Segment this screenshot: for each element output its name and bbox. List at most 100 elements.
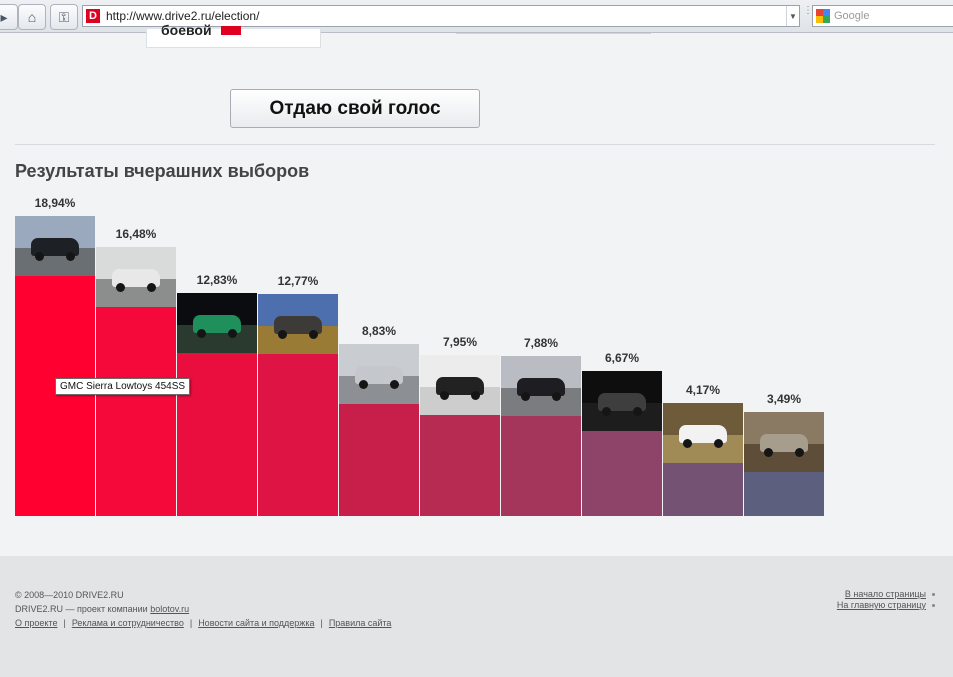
car-icon: [517, 378, 565, 396]
car-photo[interactable]: [339, 344, 419, 404]
home-page-item: На главную страницу: [837, 600, 935, 611]
car-photo[interactable]: [744, 412, 824, 472]
right-links: В начало страницы На главную страницу: [837, 589, 935, 611]
home-icon: ⌂: [27, 9, 37, 25]
footer-link-about[interactable]: О проекте: [15, 618, 58, 628]
link-separator: |: [63, 618, 66, 628]
footer-links: О проекте | Реклама и сотрудничество | Новос…: [15, 618, 391, 628]
search-input[interactable]: Google: [834, 10, 870, 22]
wheel-icon: [66, 252, 75, 261]
car-photo[interactable]: [177, 293, 257, 353]
home-button[interactable]: ⌂: [18, 4, 46, 30]
browser-toolbar: ▸ ⌂ ⚿ D http://www.drive2.ru/election/ ▼…: [0, 0, 953, 33]
wheel-icon: [35, 252, 44, 261]
car-photo[interactable]: [663, 403, 743, 463]
bar-column[interactable]: 18,94%: [15, 183, 95, 516]
bar: [582, 431, 662, 516]
car-photo[interactable]: [15, 216, 95, 276]
wheel-icon: [440, 391, 449, 400]
bar-column[interactable]: 7,95%: [420, 183, 500, 516]
wheel-icon: [116, 283, 125, 292]
bullet-icon: [932, 604, 935, 608]
company-link[interactable]: bolotov.ru: [150, 604, 190, 614]
top-card-text: боевой: [161, 22, 212, 38]
footer: © 2008—2010 DRIVE2.RU DRIVE2.RU — проект…: [0, 556, 953, 677]
percent-label: 8,83%: [361, 324, 397, 338]
address-input[interactable]: http://www.drive2.ru/election/: [106, 9, 260, 23]
percent-label: 12,83%: [196, 273, 238, 287]
results-title: Результаты вчерашних выборов: [15, 161, 310, 181]
bar-column[interactable]: 8,83%: [339, 183, 419, 516]
bar-column[interactable]: 12,83%: [177, 183, 257, 516]
top-card-badge: [221, 26, 241, 35]
address-bar[interactable]: D http://www.drive2.ru/election/ ▼: [82, 5, 800, 27]
forward-button[interactable]: ▸: [0, 4, 18, 30]
google-icon: [816, 9, 830, 23]
percent-label: 12,77%: [277, 274, 319, 288]
link-separator: |: [320, 618, 323, 628]
car-icon: [274, 316, 322, 334]
search-box[interactable]: Google: [812, 5, 953, 27]
car-icon: [112, 269, 160, 287]
bar: [15, 276, 95, 516]
bullet-icon: [932, 593, 935, 597]
results-chart: 18,94% 16,48% 12,83% 12,77% 8,83% 7,95% 7,88% 6…: [15, 183, 825, 516]
key-button[interactable]: ⚿: [50, 4, 78, 30]
wheel-icon: [278, 330, 287, 339]
bar: [663, 463, 743, 516]
car-icon: [436, 377, 484, 395]
percent-label: 16,48%: [115, 227, 157, 241]
wheel-icon: [309, 330, 318, 339]
bar-column[interactable]: 6,67%: [582, 183, 662, 516]
percent-label: 6,67%: [604, 351, 640, 365]
wheel-icon: [228, 329, 237, 338]
back-to-top-link[interactable]: В начало страницы: [844, 589, 926, 599]
home-page-link[interactable]: На главную страницу: [836, 600, 926, 610]
footer-link-ads[interactable]: Реклама и сотрудничество: [71, 618, 184, 628]
section-divider: [15, 144, 935, 145]
tooltip: GMC Sierra Lowtoys 454SS: [55, 378, 191, 395]
car-photo[interactable]: [501, 356, 581, 416]
car-photo[interactable]: [420, 355, 500, 415]
vote-button[interactable]: Отдаю свой голос: [230, 89, 480, 128]
footer-link-news[interactable]: Новости сайта и поддержка: [198, 618, 315, 628]
percent-label: 18,94%: [34, 196, 76, 210]
car-icon: [31, 238, 79, 256]
key-icon: ⚿: [58, 8, 70, 25]
wheel-icon: [197, 329, 206, 338]
company-line: DRIVE2.RU — проект компании bolotov.ru: [15, 604, 189, 614]
resize-grip-icon[interactable]: ⋮: [803, 5, 813, 16]
wheel-icon: [359, 380, 368, 389]
car-icon: [598, 393, 646, 411]
site-favicon-icon: D: [86, 9, 100, 23]
car-icon: [679, 425, 727, 443]
bar: [339, 404, 419, 516]
bar: [420, 415, 500, 516]
top-card[interactable]: боевой: [146, 22, 321, 48]
car-photo[interactable]: [258, 294, 338, 354]
footer-link-rules[interactable]: Правила сайта: [328, 618, 392, 628]
wheel-icon: [683, 439, 692, 448]
top-divider: [456, 33, 651, 34]
bar: [744, 472, 824, 516]
bar-column[interactable]: 4,17%: [663, 183, 743, 516]
wheel-icon: [714, 439, 723, 448]
chevron-down-icon[interactable]: ▼: [786, 6, 799, 26]
percent-label: 3,49%: [766, 392, 802, 406]
link-separator: |: [189, 618, 193, 628]
wheel-icon: [471, 391, 480, 400]
wheel-icon: [602, 407, 611, 416]
bar-column[interactable]: 12,77%: [258, 183, 338, 516]
car-photo[interactable]: [582, 371, 662, 431]
bar-column[interactable]: 3,49%: [744, 183, 824, 516]
company-prefix: DRIVE2.RU — проект компании: [15, 604, 148, 614]
bar-column[interactable]: 7,88%: [501, 183, 581, 516]
car-icon: [193, 315, 241, 333]
back-to-top-item: В начало страницы: [837, 589, 935, 600]
wheel-icon: [633, 407, 642, 416]
car-photo[interactable]: [96, 247, 176, 307]
copyright: © 2008—2010 DRIVE2.RU: [15, 590, 124, 600]
bar-column[interactable]: 16,48%: [96, 183, 176, 516]
page-content: боевой Отдаю свой голос Результаты вчера…: [0, 22, 953, 677]
car-icon: [760, 434, 808, 452]
